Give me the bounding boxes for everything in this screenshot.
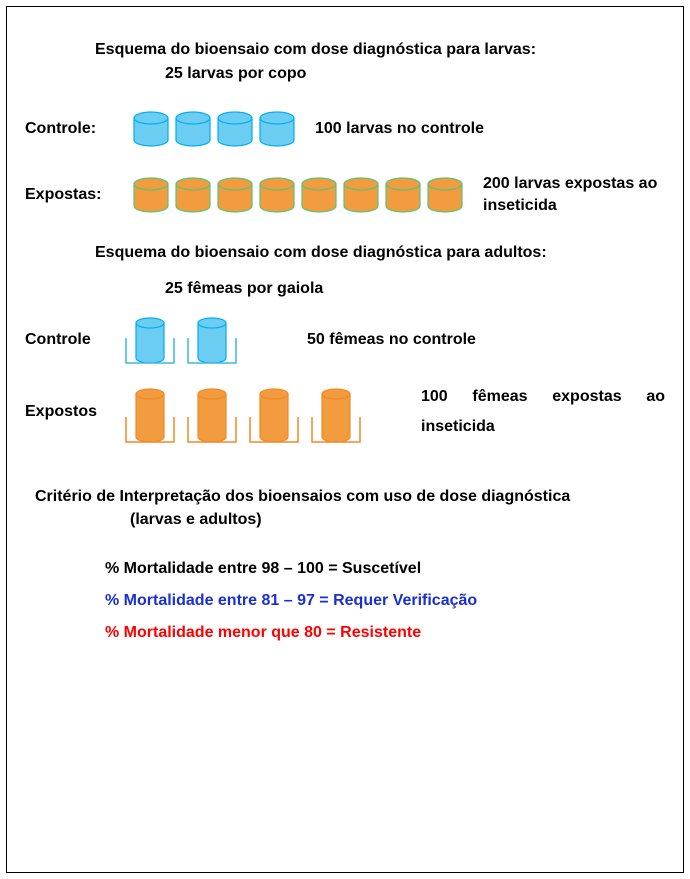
cup-icon <box>385 177 421 213</box>
adults-control-label: Controle <box>25 331 125 349</box>
cage-icon <box>125 387 175 443</box>
cage-icon <box>187 387 237 443</box>
adults-control-cages <box>125 316 237 364</box>
adults-exposed-row: Expostos 100 fêmeas expostas ao insetici… <box>25 382 665 443</box>
criteria-line: % Mortalidade entre 98 – 100 = Suscetíve… <box>25 553 665 585</box>
criteria-line: % Mortalidade menor que 80 = Resistente <box>25 617 665 649</box>
larvae-subtitle: 25 larvas por copo <box>25 65 665 83</box>
cup-icon <box>343 177 379 213</box>
adults-exposed-desc: 100 fêmeas expostas ao inseticida <box>421 382 665 443</box>
cage-icon <box>187 316 237 364</box>
cup-icon <box>133 177 169 213</box>
larvae-exposed-label: Expostas: <box>25 186 133 204</box>
cage-icon <box>125 316 175 364</box>
larvae-control-cups <box>133 111 295 147</box>
larvae-exposed-row: Expostas: 200 larvas expostas ao insetic… <box>25 173 665 218</box>
cup-icon <box>133 111 169 147</box>
cage-icon <box>249 387 299 443</box>
criteria-subtitle: (larvas e adultos) <box>25 511 665 529</box>
cup-icon <box>175 111 211 147</box>
criteria-title: Critério de Interpretação dos bioensaios… <box>25 483 665 512</box>
larvae-control-label: Controle: <box>25 120 133 138</box>
criteria-lines: % Mortalidade entre 98 – 100 = Suscetíve… <box>25 553 665 649</box>
adults-title: Esquema do bioensaio com dose diagnóstic… <box>25 244 665 262</box>
cup-icon <box>427 177 463 213</box>
page-frame: Esquema do bioensaio com dose diagnóstic… <box>6 6 684 873</box>
cup-icon <box>259 111 295 147</box>
larvae-exposed-desc: 200 larvas expostas ao inseticida <box>483 173 665 218</box>
cup-icon <box>301 177 337 213</box>
adults-exposed-cages <box>125 387 361 443</box>
adults-subtitle: 25 fêmeas por gaiola <box>25 280 665 298</box>
larvae-title: Esquema do bioensaio com dose diagnóstic… <box>25 41 665 59</box>
adults-control-desc: 50 fêmeas no controle <box>307 331 476 349</box>
larvae-exposed-cups <box>133 177 463 213</box>
adults-exposed-label: Expostos <box>25 403 125 421</box>
cup-icon <box>175 177 211 213</box>
cup-icon <box>217 177 253 213</box>
cup-icon <box>217 111 253 147</box>
cup-icon <box>259 177 295 213</box>
criteria-line: % Mortalidade entre 81 – 97 = Requer Ver… <box>25 585 665 617</box>
adults-control-row: Controle 50 fêmeas no controle <box>25 316 665 364</box>
larvae-control-row: Controle: 100 larvas no controle <box>25 111 665 147</box>
cage-icon <box>311 387 361 443</box>
larvae-control-desc: 100 larvas no controle <box>315 120 484 138</box>
